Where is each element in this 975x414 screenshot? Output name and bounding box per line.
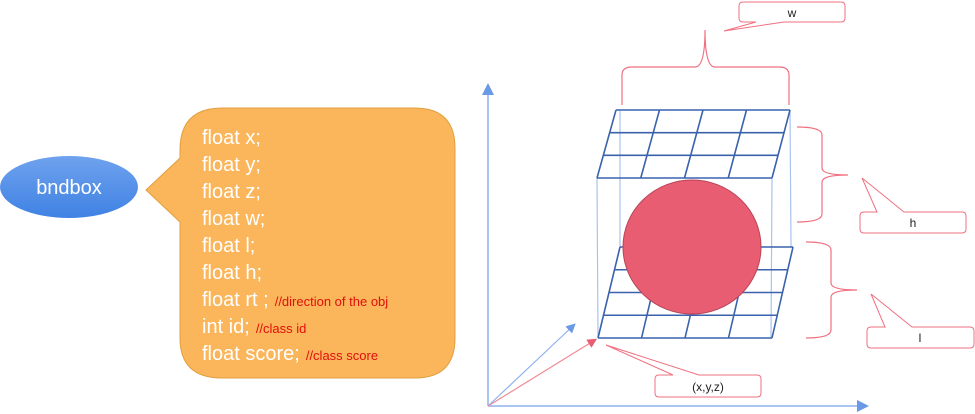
field-code: int id; (202, 316, 250, 338)
field-line: float h; (202, 262, 262, 284)
l-brace (805, 241, 858, 339)
bndbox-entity (0, 156, 138, 218)
field-line: float w; (202, 208, 265, 230)
origin-vector (487, 338, 598, 407)
l-callout: l (866, 293, 975, 349)
field-line: float z; (202, 181, 261, 203)
origin-callout: (x,y,z) (605, 344, 762, 398)
field-line: float l; (202, 235, 255, 257)
field-comment: //class score (306, 348, 378, 363)
fields-speech-bubble (145, 107, 456, 379)
svg-text:h: h (910, 216, 917, 230)
field-line: float score; //class score (202, 343, 378, 365)
field-comment: //direction of the obj (275, 294, 389, 309)
object-sphere (622, 179, 762, 315)
svg-text:(x,y,z): (x,y,z) (692, 380, 724, 394)
field-code: float score; (202, 343, 300, 365)
field-code: float y; (202, 154, 261, 176)
w-callout: w (723, 1, 846, 32)
top-grid (596, 109, 791, 179)
field-code: float x; (202, 127, 261, 149)
svg-text:l: l (919, 331, 922, 345)
field-line: int id; //class id (202, 316, 306, 338)
bndbox-label: bndbox (36, 177, 102, 199)
field-code: float w; (202, 208, 265, 230)
fields-list: float x; float y; float z; float w; float l;… (202, 127, 388, 365)
field-code: float h; (202, 262, 262, 284)
field-code: float l; (202, 235, 255, 257)
h-callout: h (859, 177, 967, 234)
h-brace (796, 126, 849, 223)
field-line: float x; (202, 127, 261, 149)
field-code: float z; (202, 181, 261, 203)
svg-text:w: w (787, 6, 797, 20)
field-code: float rt ; (202, 289, 269, 311)
field-line: float rt ; //direction of the obj (202, 289, 388, 311)
field-line: float y; (202, 154, 261, 176)
field-comment: //class id (256, 321, 307, 336)
z-axis (487, 323, 576, 407)
w-brace (621, 29, 790, 105)
